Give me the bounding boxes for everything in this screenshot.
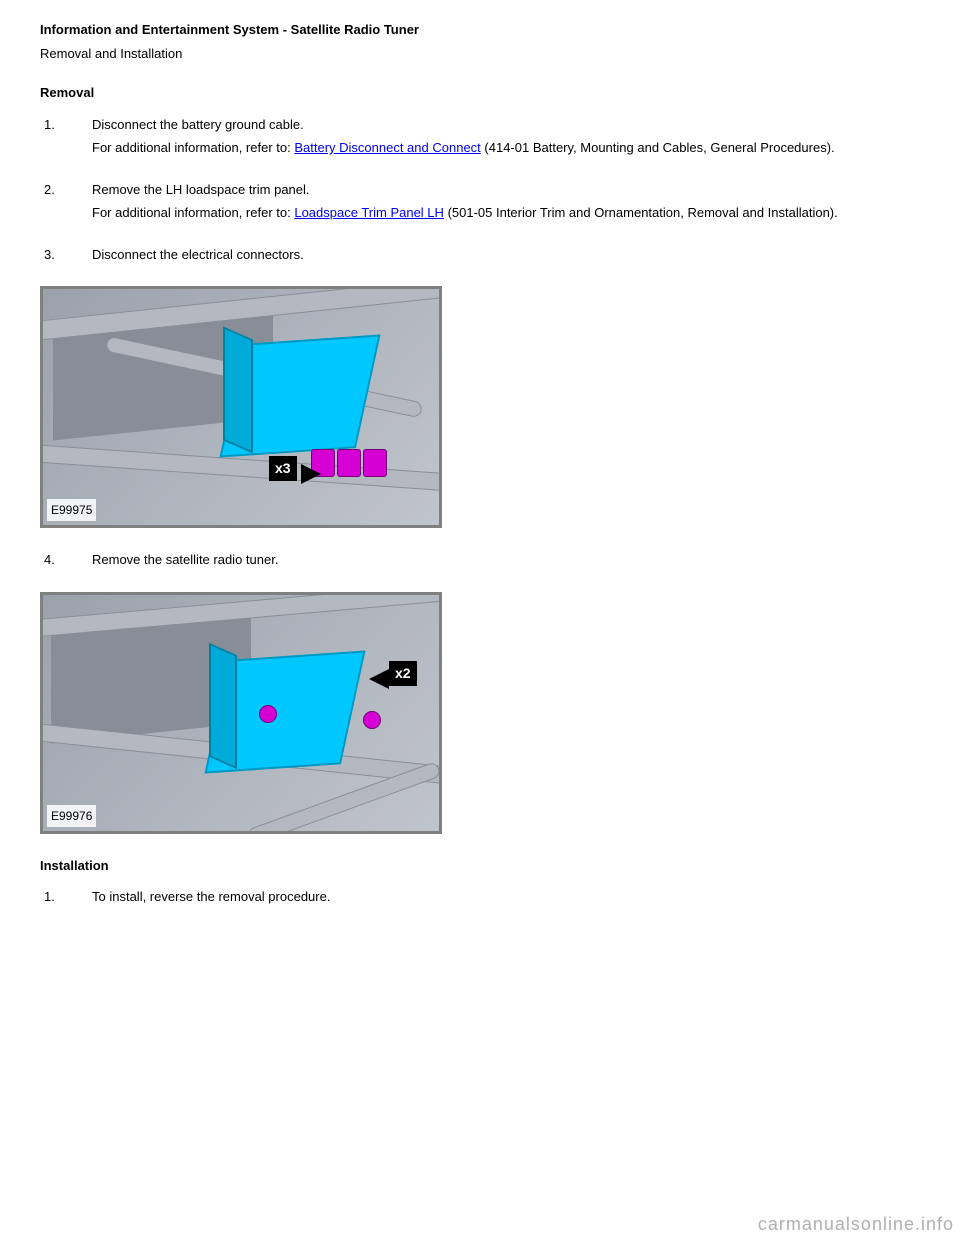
figure-1-frame: x3 E99975 bbox=[40, 286, 442, 528]
step-text: Disconnect the electrical connectors. bbox=[92, 245, 920, 265]
xref-loadspace-trim-panel[interactable]: Loadspace Trim Panel LH bbox=[294, 205, 444, 220]
figure-2-id: E99976 bbox=[47, 805, 96, 827]
step-text: Remove the LH loadspace trim panel. bbox=[92, 180, 920, 200]
page-subtitle: Removal and Installation bbox=[40, 44, 920, 64]
removal-step-3: Disconnect the electrical connectors. bbox=[40, 245, 920, 269]
detail-trail: (414-01 Battery, Mounting and Cables, Ge… bbox=[484, 140, 834, 155]
removal-steps: Disconnect the battery ground cable. For… bbox=[40, 115, 920, 269]
removal-step-1: Disconnect the battery ground cable. For… bbox=[40, 115, 920, 162]
installation-heading: Installation bbox=[40, 856, 920, 876]
detail-trail: (501-05 Interior Trim and Ornamentation,… bbox=[448, 205, 838, 220]
figure-1: x3 E99975 bbox=[40, 286, 920, 528]
step-text: Remove the satellite radio tuner. bbox=[92, 550, 920, 570]
step-detail: For additional information, refer to: Ba… bbox=[92, 138, 920, 158]
figure-1-id: E99975 bbox=[47, 499, 96, 521]
removal-heading: Removal bbox=[40, 83, 920, 103]
removal-step-2: Remove the LH loadspace trim panel. For … bbox=[40, 180, 920, 227]
installation-step-1: To install, reverse the removal procedur… bbox=[40, 887, 920, 911]
figure-2-frame: x2 E99976 bbox=[40, 592, 442, 834]
installation-steps: To install, reverse the removal procedur… bbox=[40, 887, 920, 911]
page-root: Information and Entertainment System - S… bbox=[0, 0, 960, 969]
detail-prefix: For additional information, refer to: bbox=[92, 205, 291, 220]
page-title: Information and Entertainment System - S… bbox=[40, 20, 920, 40]
removal-steps-cont: Remove the satellite radio tuner. bbox=[40, 550, 920, 574]
step-text: To install, reverse the removal procedur… bbox=[92, 887, 920, 907]
step-detail: For additional information, refer to: Lo… bbox=[92, 203, 920, 223]
detail-prefix: For additional information, refer to: bbox=[92, 140, 291, 155]
xref-battery-disconnect[interactable]: Battery Disconnect and Connect bbox=[294, 140, 480, 155]
watermark: carmanualsonline.info bbox=[758, 1211, 954, 1238]
figure-2: x2 E99976 bbox=[40, 592, 920, 834]
removal-step-4: Remove the satellite radio tuner. bbox=[40, 550, 920, 574]
step-text: Disconnect the battery ground cable. bbox=[92, 115, 920, 135]
